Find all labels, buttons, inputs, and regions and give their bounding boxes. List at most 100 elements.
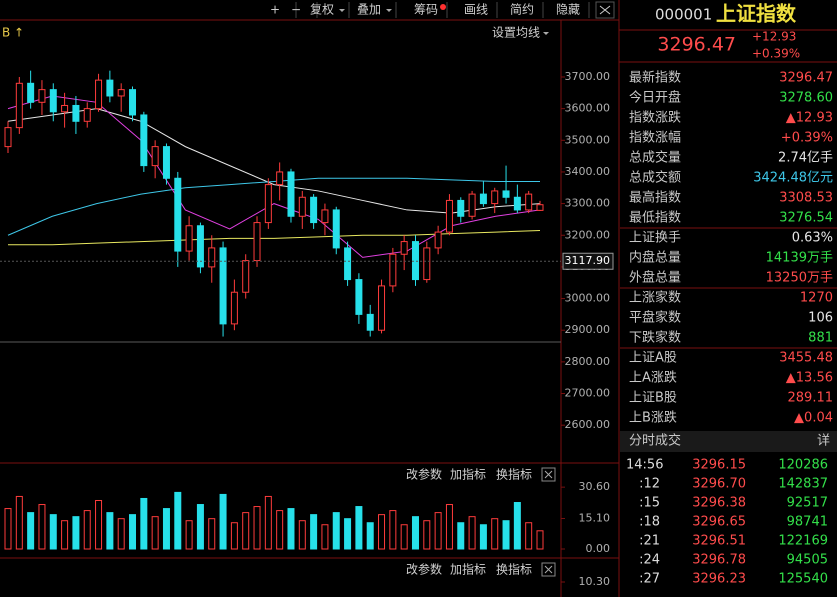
close-button[interactable]	[541, 562, 556, 577]
indicator-button[interactable]: 改参数	[406, 562, 442, 577]
volume-bar	[378, 514, 386, 550]
y-tick-label: 2800.00	[565, 355, 611, 368]
candle-body	[378, 285, 386, 331]
volume-bar	[230, 522, 238, 550]
candle-body	[276, 171, 284, 186]
quote-value: +0.39%	[781, 131, 833, 146]
close-button[interactable]	[541, 467, 556, 482]
y-tick-label: 3600.00	[565, 102, 611, 115]
trades-detail[interactable]: 详	[817, 434, 830, 449]
arrow-icon: ↑	[14, 26, 24, 40]
trade-volume: 98741	[787, 515, 828, 530]
volume-bar	[411, 516, 419, 550]
quote-value: 3424.48亿元	[753, 171, 833, 186]
candle-body	[151, 146, 159, 167]
quote-value: ▲12.93	[786, 111, 833, 126]
toolbar-button[interactable]: 筹码	[414, 3, 438, 17]
quote-label: 总成交量	[629, 150, 681, 166]
toolbar-button[interactable]: 画线	[464, 3, 488, 17]
indicator-button[interactable]: 换指标	[496, 562, 532, 577]
candle-body	[321, 209, 329, 224]
volume-bar	[61, 520, 69, 550]
trades-header-bg	[620, 431, 837, 452]
indicator-button[interactable]: 加指标	[450, 562, 486, 577]
price-change: +12.93	[752, 30, 796, 44]
candle-body	[491, 190, 499, 205]
quote-value: 3455.48	[779, 351, 833, 366]
trade-volume: 122169	[778, 534, 828, 549]
quote-label: 上B涨跌	[629, 410, 677, 426]
candle-body	[525, 193, 533, 211]
y-tick-label: 2600.00	[565, 418, 611, 431]
candle-body	[15, 82, 23, 129]
trade-time: :27	[639, 572, 660, 587]
indicator-button[interactable]: 改参数	[406, 467, 442, 482]
fullscreen-button[interactable]	[595, 1, 615, 19]
candle-body	[366, 313, 374, 331]
candle-body	[400, 241, 408, 255]
candle-body	[117, 89, 125, 97]
price-change-pct: +0.39%	[752, 47, 800, 61]
volume-bar	[185, 520, 193, 550]
volume-bar	[298, 520, 306, 550]
indicator-button[interactable]: 加指标	[450, 467, 486, 482]
toolbar-button[interactable]: 叠加	[357, 3, 381, 17]
candle-body	[242, 260, 250, 293]
candle-body	[174, 177, 182, 252]
candle-body	[106, 79, 114, 97]
candle-body	[196, 225, 204, 268]
quote-value: 3308.53	[779, 191, 833, 206]
candle-body	[457, 199, 465, 217]
toolbar-button[interactable]: 隐藏	[556, 3, 580, 17]
moving-average	[8, 230, 541, 246]
stock-name: 上证指数	[716, 2, 797, 26]
y-tick-label: 3400.00	[565, 165, 611, 178]
toolbar-button[interactable]: 复权	[310, 3, 334, 17]
volume-bar	[49, 514, 57, 550]
volume-bar	[366, 522, 374, 550]
candle-body	[355, 279, 363, 315]
candle-body	[253, 222, 261, 262]
trade-volume: 92517	[787, 496, 828, 511]
volume-bar	[83, 510, 91, 550]
candle-body	[208, 247, 216, 268]
quote-value: 2.74亿手	[778, 151, 833, 166]
candle-body	[344, 247, 352, 281]
volume-bar	[479, 524, 487, 550]
candle-body	[389, 253, 397, 287]
volume-bar	[276, 510, 284, 550]
toolbar-button[interactable]: −	[291, 3, 301, 17]
candle-body	[162, 146, 170, 179]
candle-body	[332, 209, 340, 249]
moving-average	[7, 177, 540, 236]
volume-bar	[287, 508, 295, 550]
volume-bar	[72, 516, 80, 550]
quote-value: 14139万手	[766, 251, 833, 266]
candle-body	[287, 171, 295, 217]
trade-time: :12	[639, 477, 660, 492]
toolbar-button[interactable]: +	[270, 3, 280, 17]
volume-bar	[38, 504, 46, 550]
volume-bar	[536, 530, 544, 550]
candle-body	[445, 199, 453, 233]
toolbar-button[interactable]: 简约	[510, 2, 534, 17]
trade-time: :15	[639, 496, 660, 511]
badge-dot	[440, 4, 446, 10]
volume-bar	[162, 508, 170, 550]
ma-settings[interactable]: 设置均线	[492, 26, 540, 40]
volume-bar	[129, 514, 137, 550]
candle-body	[4, 127, 12, 148]
quote-label: 上A涨跌	[629, 370, 677, 386]
y-tick-label: 3700.00	[565, 70, 611, 83]
y-tick-label: 10.30	[579, 575, 611, 588]
quote-label: 上证换手	[629, 231, 681, 246]
quote-label: 总成交额	[629, 170, 681, 186]
last-price: 3296.47	[657, 34, 736, 56]
volume-bar	[468, 516, 476, 550]
trade-volume: 125540	[778, 572, 828, 587]
quote-value: 3276.54	[779, 211, 833, 226]
indicator-button[interactable]: 换指标	[496, 467, 532, 482]
candle-body	[49, 89, 57, 113]
y-tick-label: 3000.00	[565, 292, 611, 305]
